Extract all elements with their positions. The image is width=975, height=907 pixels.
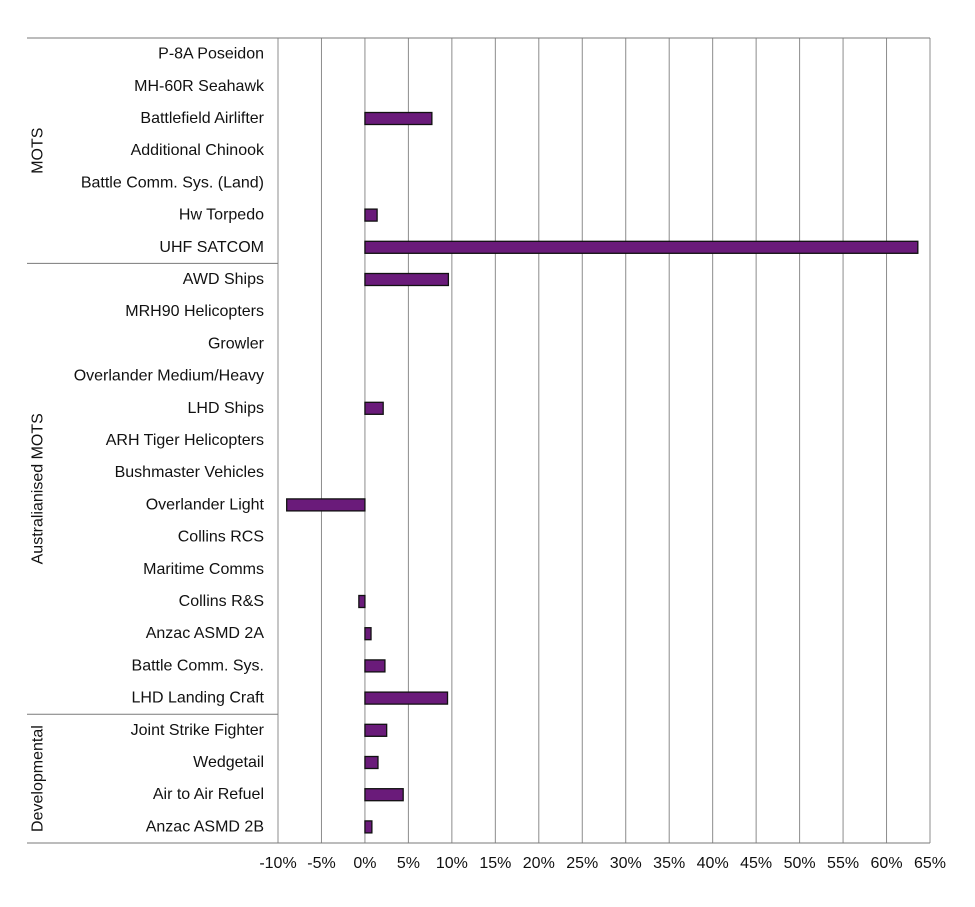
- category-label: Wedgetail: [193, 754, 264, 771]
- category-label: Collins RCS: [178, 529, 264, 546]
- category-label: Hw Torpedo: [179, 207, 264, 224]
- category-label: LHD Landing Craft: [131, 690, 264, 707]
- x-tick-label: 65%: [914, 855, 946, 872]
- bar: [364, 691, 449, 705]
- x-tick-label: 0%: [353, 855, 376, 872]
- category-label: Maritime Comms: [143, 561, 264, 578]
- bar: [364, 208, 378, 222]
- bar: [364, 659, 386, 673]
- category-label: Collins R&S: [179, 593, 264, 610]
- bar: [364, 755, 379, 770]
- category-label: LHD Ships: [188, 400, 264, 417]
- bar: [358, 594, 366, 609]
- category-label: Overlander Light: [146, 496, 265, 513]
- x-tick-label: 55%: [827, 855, 859, 872]
- bar: [364, 111, 433, 126]
- category-labels: P-8A Poseidon MH-60R Seahawk Battlefield A…: [74, 46, 265, 836]
- bar: [364, 240, 919, 254]
- bar: [286, 498, 366, 512]
- x-tick-label: -10%: [259, 855, 296, 872]
- category-label: Growler: [208, 335, 265, 352]
- x-tick-label: -5%: [307, 855, 335, 872]
- category-label: MH-60R Seahawk: [134, 78, 265, 95]
- category-label: Overlander Medium/Heavy: [74, 368, 264, 385]
- group-label: Developmental: [30, 725, 47, 832]
- category-label: ARH Tiger Helicopters: [106, 432, 264, 449]
- bar: [364, 820, 373, 834]
- bar: [364, 401, 384, 415]
- category-label: UHF SATCOM: [159, 239, 264, 256]
- category-label: P-8A Poseidon: [158, 46, 264, 63]
- bars: [286, 111, 919, 834]
- x-tick-label: 20%: [523, 855, 555, 872]
- bar: [364, 627, 372, 641]
- x-tick-label: 50%: [784, 855, 816, 872]
- group-label: MOTS: [30, 128, 47, 174]
- category-label: Battle Comm. Sys. (Land): [81, 174, 264, 191]
- x-tick-label: 15%: [479, 855, 511, 872]
- category-label: MRH90 Helicopters: [125, 303, 264, 320]
- category-label: Joint Strike Fighter: [131, 722, 265, 739]
- x-axis-tick-labels: -10% -5% 0% 5% 10% 15% 20% 25% 30% 35% 40% 45% 50% 55…: [259, 855, 946, 872]
- group-label: Australianised MOTS: [30, 413, 47, 564]
- x-tick-label: 40%: [697, 855, 729, 872]
- x-tick-label: 30%: [610, 855, 642, 872]
- bar: [364, 723, 388, 737]
- x-tick-label: 60%: [871, 855, 903, 872]
- category-label: AWD Ships: [183, 271, 264, 288]
- category-label: Anzac ASMD 2B: [146, 818, 264, 835]
- x-tick-label: 35%: [653, 855, 685, 872]
- gridlines: [277, 38, 931, 843]
- x-tick-label: 10%: [436, 855, 468, 872]
- category-label: Anzac ASMD 2A: [146, 625, 265, 642]
- bar: [364, 272, 450, 287]
- category-label: Battle Comm. Sys.: [132, 657, 264, 674]
- category-label: Battlefield Airlifter: [140, 110, 264, 127]
- bar: [364, 788, 404, 802]
- x-tick-label: 45%: [740, 855, 772, 872]
- x-tick-label: 25%: [566, 855, 598, 872]
- category-label: Bushmaster Vehicles: [115, 464, 264, 481]
- category-label: Additional Chinook: [131, 142, 265, 159]
- group-labels: MOTS Australianised MOTS Developmental: [30, 128, 47, 832]
- x-tick-label: 5%: [397, 855, 420, 872]
- plot-frame: [27, 37, 930, 844]
- category-label: Air to Air Refuel: [153, 786, 264, 803]
